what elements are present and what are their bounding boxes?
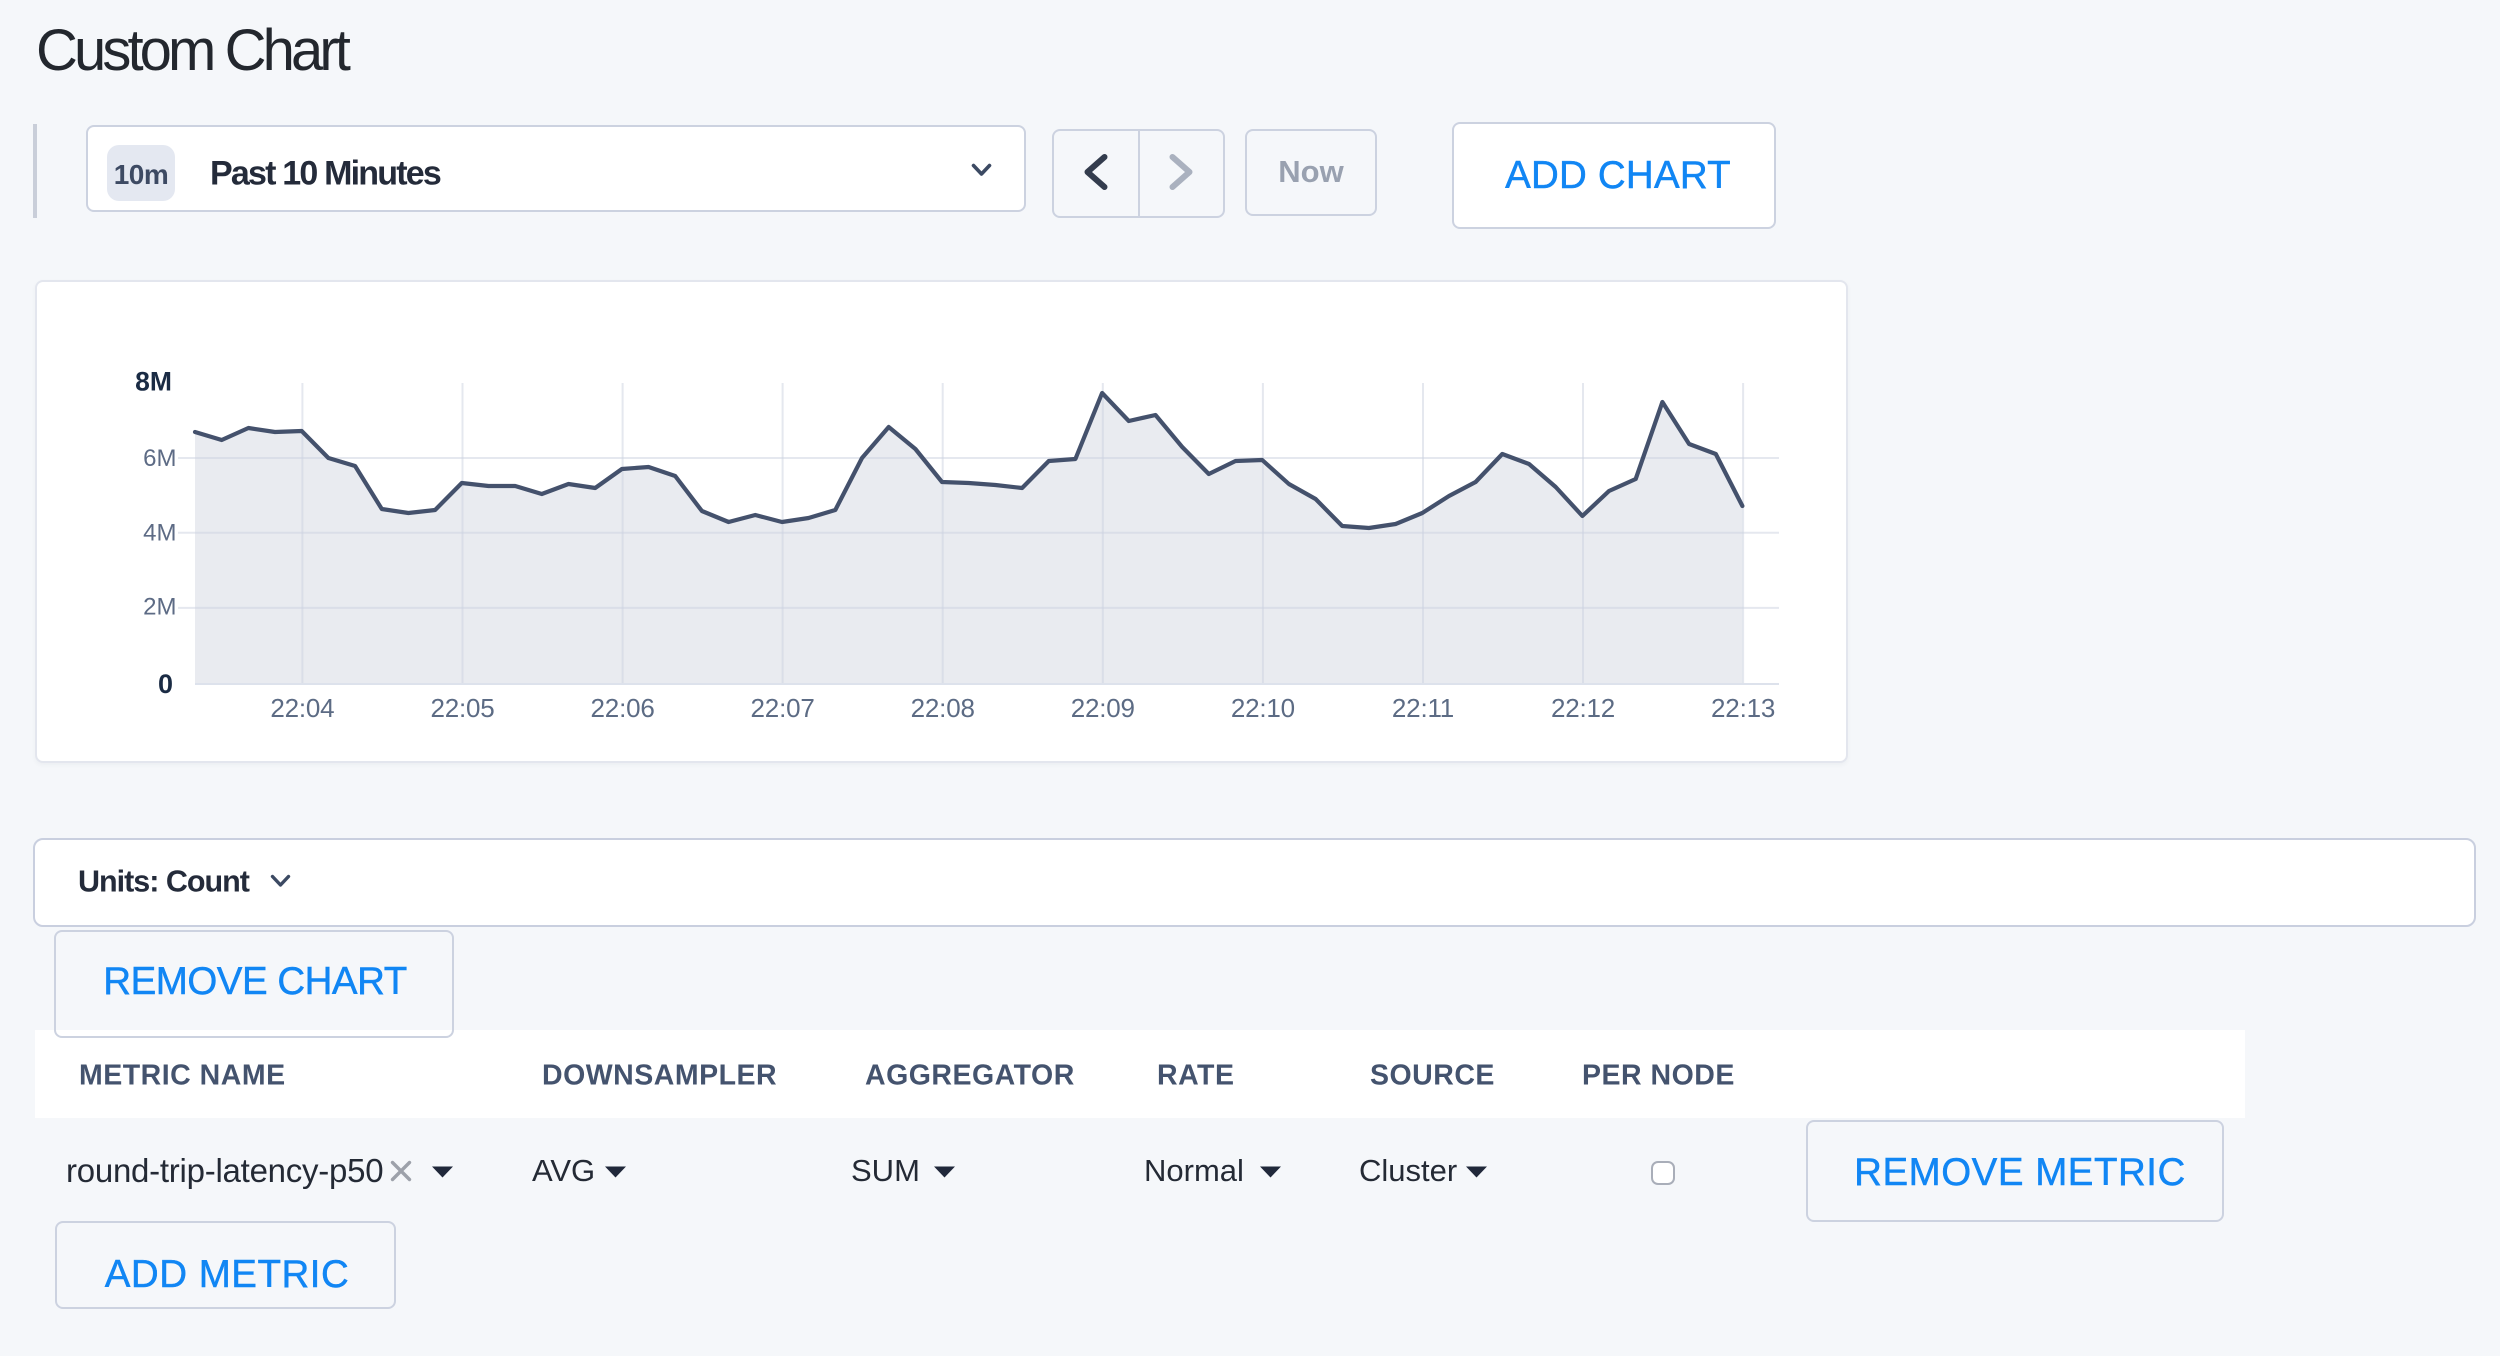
svg-text:2M: 2M bbox=[143, 594, 176, 621]
svg-text:22:12: 22:12 bbox=[1551, 693, 1615, 723]
svg-text:22:11: 22:11 bbox=[1392, 693, 1454, 723]
svg-text:22:07: 22:07 bbox=[751, 693, 815, 723]
svg-text:22:08: 22:08 bbox=[911, 693, 975, 723]
svg-text:22:09: 22:09 bbox=[1071, 693, 1135, 723]
svg-text:22:06: 22:06 bbox=[591, 693, 655, 723]
svg-text:22:04: 22:04 bbox=[270, 693, 334, 723]
svg-text:0: 0 bbox=[158, 669, 173, 699]
svg-text:22:13: 22:13 bbox=[1711, 693, 1775, 723]
svg-text:6M: 6M bbox=[143, 445, 176, 472]
svg-text:22:05: 22:05 bbox=[430, 693, 494, 723]
svg-text:4M: 4M bbox=[143, 520, 176, 547]
svg-text:8M: 8M bbox=[135, 367, 172, 397]
svg-text:22:10: 22:10 bbox=[1231, 693, 1295, 723]
